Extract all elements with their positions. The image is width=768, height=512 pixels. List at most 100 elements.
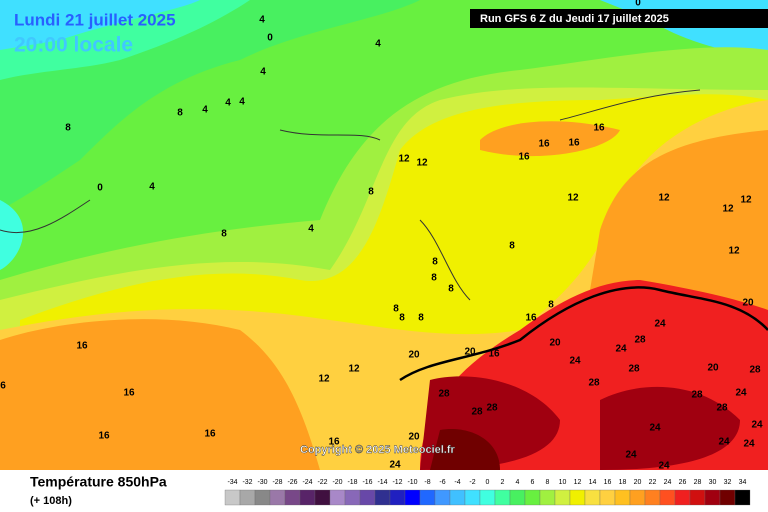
contour-label: 28 (486, 403, 498, 414)
contour-label: 28 (628, 364, 640, 375)
scale-label: -4 (454, 479, 460, 486)
contour-label: 4 (202, 105, 208, 116)
scale-label: 18 (619, 479, 627, 486)
scale-label: -28 (272, 479, 282, 486)
contour-label: 16 (593, 123, 605, 134)
contour-label: 8 (221, 229, 227, 240)
scale-swatch (554, 489, 571, 506)
contour-label: 6 (0, 381, 6, 392)
contour-label: 16 (98, 431, 110, 442)
scale-label: -34 (227, 479, 237, 486)
color-scale: -34 -32 -30 -28 -26 -24 -22 -20 -18 -16 -14 -12 -10-… (224, 479, 751, 506)
contour-label: 8 (448, 284, 454, 295)
contour-label: 20 (464, 347, 476, 358)
contour-label: 8 (431, 273, 437, 284)
scale-swatch (449, 489, 466, 506)
contour-label: 24 (743, 439, 755, 450)
contour-label: 16 (518, 152, 530, 163)
contour-label: 8 (177, 108, 183, 119)
scale-swatch (254, 489, 271, 506)
scale-label: 28 (694, 479, 702, 486)
contour-label: 24 (649, 423, 661, 434)
scale-label: -10 (407, 479, 417, 486)
scale-label: 4 (516, 479, 520, 486)
scale-label: 32 (724, 479, 732, 486)
scale-swatch (704, 489, 721, 506)
scale-swatch (434, 489, 451, 506)
contour-label: 20 (408, 432, 420, 443)
date-label: Lundi 21 juillet 2025 (14, 10, 176, 29)
scale-label: -30 (257, 479, 267, 486)
scale-swatch (269, 489, 286, 506)
contour-label: 8 (548, 300, 554, 311)
scale-swatch (539, 489, 556, 506)
contour-label: 24 (615, 344, 627, 355)
contour-label: 0 (267, 33, 273, 44)
scale-label: 16 (604, 479, 612, 486)
contour-label: 28 (691, 390, 703, 401)
contour-label: 12 (728, 246, 740, 257)
copyright: Copyright © 2025 Meteociel.fr (300, 444, 456, 456)
scale-label: -18 (347, 479, 357, 486)
contour-label: 4 (239, 97, 245, 108)
scale-swatch (644, 489, 661, 506)
contour-label: 16 (204, 429, 216, 440)
contour-label: 16 (328, 437, 340, 448)
scale-swatch (329, 489, 346, 506)
scale-swatch (599, 489, 616, 506)
contour-label: 8 (432, 257, 438, 268)
contour-label: 4 (149, 182, 155, 193)
scale-label: 30 (709, 479, 717, 486)
contour-label: 4 (308, 224, 314, 235)
contour-label: 4 (260, 67, 266, 78)
scale-label: -14 (377, 479, 387, 486)
contour-label: 16 (525, 313, 537, 324)
contour-label: 28 (716, 403, 728, 414)
run-label: Run GFS 6 Z du Jeudi 17 juillet 2025 (480, 13, 669, 25)
contour-label: 12 (318, 374, 330, 385)
contour-label: 12 (416, 158, 428, 169)
contour-label: 12 (740, 195, 752, 206)
scale-swatch (239, 489, 256, 506)
scale-label: -2 (469, 479, 475, 486)
contour-label: 28 (588, 378, 600, 389)
scale-label: -22 (317, 479, 327, 486)
contour-label: 24 (389, 460, 401, 471)
contour-label: 4 (375, 39, 381, 50)
scale-swatch (479, 489, 496, 506)
contour-label: 8 (393, 304, 399, 315)
scale-swatch (359, 489, 376, 506)
contour-label: 24 (718, 437, 730, 448)
contour-label: 12 (567, 193, 579, 204)
scale-swatch (674, 489, 691, 506)
scale-label: -20 (332, 479, 342, 486)
scale-swatch (224, 489, 241, 506)
run-box (470, 9, 768, 28)
contour-label: 24 (625, 450, 637, 461)
scale-swatch (404, 489, 421, 506)
contour-label: 16 (123, 388, 135, 399)
contour-label: 4 (259, 15, 265, 26)
scale-label: -26 (287, 479, 297, 486)
contour-label: 28 (749, 365, 761, 376)
scale-label: 2 (501, 479, 505, 486)
footer-title: Température 850hPa (30, 474, 167, 490)
scale-swatch (509, 489, 526, 506)
scale-label: 20 (634, 479, 642, 486)
scale-label: -8 (424, 479, 430, 486)
contour-label: 8 (368, 187, 374, 198)
contour-label: 8 (65, 123, 71, 134)
contour-label: 20 (707, 363, 719, 374)
scale-label: -12 (392, 479, 402, 486)
contour-label: 0 (635, 0, 641, 9)
scale-swatch (659, 489, 676, 506)
contour-label: 24 (735, 388, 747, 399)
contour-label: 8 (509, 241, 515, 252)
contour-label: 20 (742, 298, 754, 309)
scale-swatch (719, 489, 736, 506)
contour-label: 12 (658, 193, 670, 204)
scale-label: 22 (649, 479, 657, 486)
scale-label: 26 (679, 479, 687, 486)
